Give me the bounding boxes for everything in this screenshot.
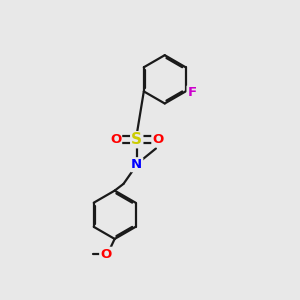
Text: O: O (152, 133, 164, 146)
Text: S: S (131, 132, 142, 147)
Text: O: O (100, 248, 112, 261)
Text: F: F (188, 86, 197, 99)
Text: O: O (110, 133, 121, 146)
Text: N: N (131, 158, 142, 171)
